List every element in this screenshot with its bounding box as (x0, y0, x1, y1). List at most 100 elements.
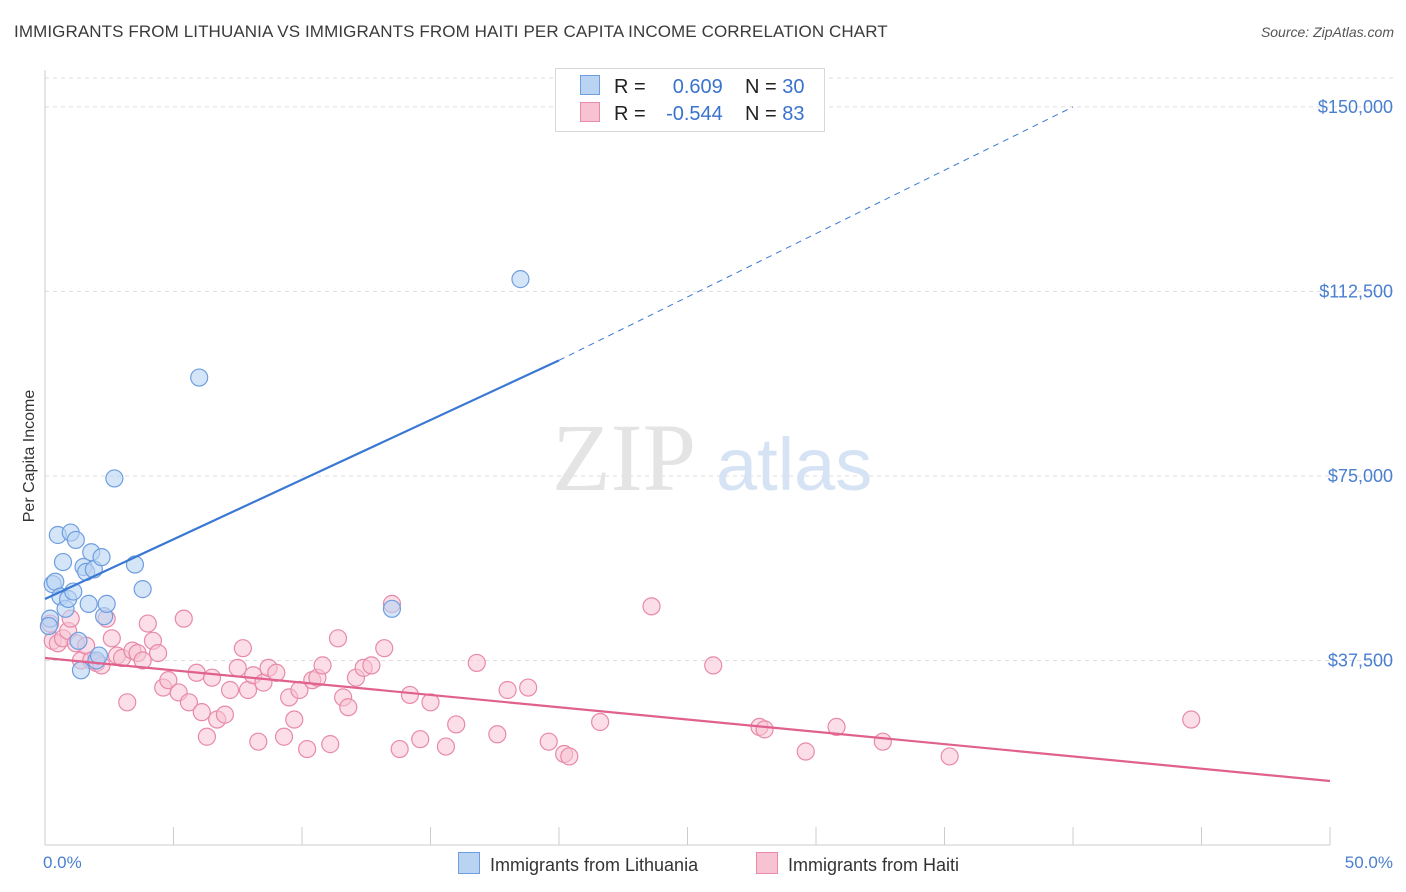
haiti-point (215, 705, 234, 724)
haiti-point (228, 658, 247, 677)
haiti-point (179, 693, 199, 712)
lithuania-swatch (580, 75, 600, 95)
haiti-point (447, 715, 466, 734)
chart-title: IMMIGRANTS FROM LITHUANIA VS IMMIGRANTS … (14, 22, 888, 41)
haiti-point (202, 668, 222, 687)
lithuania-point (69, 631, 88, 650)
haiti-point (940, 747, 959, 766)
haiti-point (285, 710, 304, 729)
haiti-point (133, 651, 152, 670)
lithuania-n-value: 30 (782, 76, 805, 98)
watermark-atlas: atlas (716, 423, 872, 506)
watermark: ZIP atlas (552, 404, 872, 511)
haiti-point (174, 609, 193, 628)
haiti-point (1182, 710, 1201, 729)
stats-legend: R = 0.609 N = 30 R = -0.544 N = 83 (555, 68, 825, 132)
haiti-point (313, 656, 332, 675)
y-axis-label: Per Capita Income (21, 390, 38, 523)
haiti-point (328, 629, 348, 648)
haiti-point (488, 725, 507, 744)
haiti-point (539, 732, 558, 751)
lithuania-series (39, 270, 530, 680)
y-tick-label: $112,500 (1319, 281, 1393, 301)
haiti-point (362, 656, 381, 675)
lithuania-point (511, 270, 530, 289)
lithuania-point (125, 555, 145, 574)
lithuania-point (89, 646, 109, 665)
haiti-legend-swatch (756, 852, 778, 874)
haiti-point (159, 671, 178, 690)
haiti-series (41, 594, 1201, 766)
haiti-point (519, 678, 538, 697)
source-credit: Source: ZipAtlas.com (1260, 24, 1394, 40)
lithuania-trend-extension (558, 106, 1074, 361)
y-tick-label: $150,000 (1318, 97, 1393, 117)
haiti-point (560, 747, 579, 766)
haiti-point (796, 742, 815, 761)
haiti-point (197, 727, 217, 746)
legend-row-lithuania: R = 0.609 N = 30 (580, 75, 805, 99)
n-label: N = (745, 103, 777, 125)
lithuania-point (190, 368, 209, 387)
haiti-point (411, 730, 430, 749)
haiti-point (274, 727, 294, 746)
watermark-zip: ZIP (552, 404, 696, 511)
haiti-point (118, 693, 137, 712)
lithuania-point (133, 580, 152, 599)
trend-lines (44, 106, 1331, 783)
haiti-swatch (580, 102, 600, 122)
haiti-point (267, 663, 286, 682)
r-label: R = (614, 76, 646, 98)
haiti-point (249, 732, 268, 751)
bottom-legend-haiti: Immigrants from Haiti (756, 852, 959, 876)
haiti-point (498, 680, 517, 700)
haiti-point (102, 629, 121, 648)
haiti-point (436, 737, 456, 756)
haiti-r-value: -0.544 (666, 103, 723, 125)
haiti-point (827, 717, 846, 737)
haiti-point (339, 698, 358, 717)
lithuania-r-value: 0.609 (672, 76, 723, 98)
bottom-legend-lithuania: Immigrants from Lithuania (458, 852, 698, 876)
y-tick-label: $75,000 (1328, 466, 1393, 486)
haiti-point (642, 597, 661, 616)
haiti-point (467, 653, 486, 673)
lithuania-point (79, 594, 98, 613)
haiti-point (390, 739, 409, 759)
lithuania-point (105, 469, 124, 488)
haiti-legend-label: Immigrants from Haiti (788, 855, 960, 875)
haiti-point (192, 703, 211, 722)
haiti-point (233, 639, 252, 658)
lithuania-point (66, 530, 85, 550)
haiti-point (873, 732, 892, 751)
r-label: R = (614, 103, 646, 125)
haiti-trend-line (44, 656, 1331, 783)
n-label: N = (745, 76, 777, 98)
gridlines (45, 77, 1393, 661)
axes: $37,500 $75,000 $112,500 $150,000 0.0% 50.0% (43, 70, 1393, 872)
lithuania-point (382, 599, 402, 618)
lithuania-point (97, 594, 116, 613)
x-tick-label-end: 50.0% (1345, 853, 1393, 872)
haiti-point (421, 693, 440, 712)
y-tick-label: $37,500 (1328, 650, 1393, 670)
haiti-point (138, 614, 157, 633)
lithuania-point (92, 548, 111, 567)
lithuania-legend-swatch (458, 852, 480, 874)
lithuania-point (53, 552, 73, 572)
haiti-point (375, 639, 394, 658)
legend-row-haiti: R = -0.544 N = 83 (580, 102, 805, 126)
haiti-point (755, 720, 774, 739)
haiti-point (148, 643, 168, 663)
haiti-point (704, 656, 723, 675)
lithuania-point (39, 616, 58, 636)
lithuania-point (71, 661, 91, 680)
lithuania-legend-label: Immigrants from Lithuania (490, 855, 699, 875)
x-tick-label-start: 0.0% (43, 853, 82, 872)
haiti-point (298, 739, 317, 759)
haiti-n-value: 83 (782, 103, 805, 125)
haiti-point (321, 735, 340, 754)
lithuania-trend-line (44, 359, 560, 600)
haiti-point (220, 680, 240, 700)
